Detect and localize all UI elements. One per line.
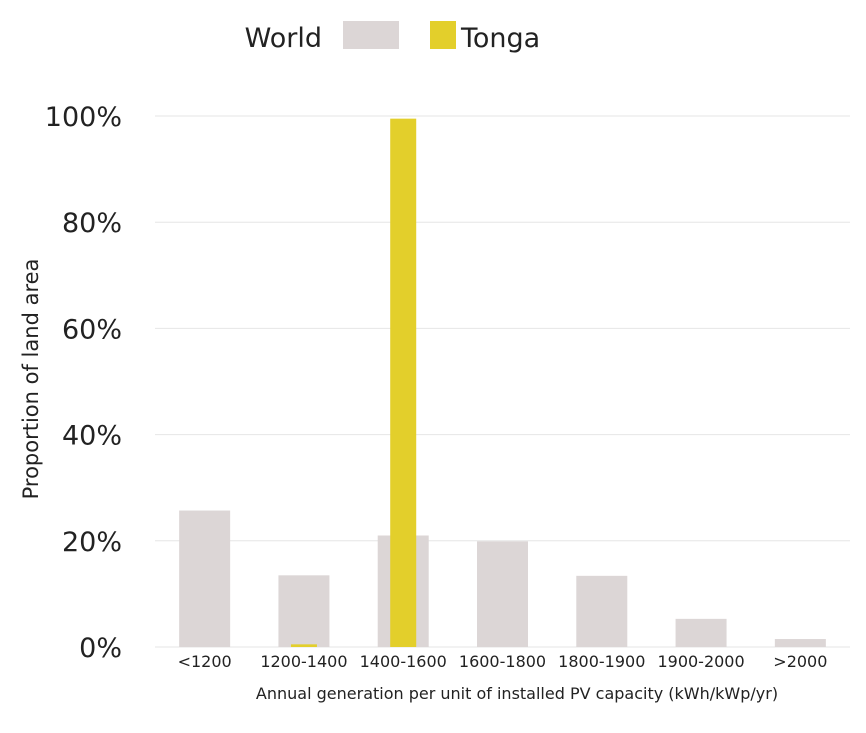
bar-world [675,618,727,647]
legend-label-tonga: Tonga [460,23,540,54]
legend-swatch-world [343,21,399,49]
bar-world [179,510,231,647]
y-axis-ticks: 0% 20% 40% 60% 80% 100% [45,102,122,664]
y-tick-label: 20% [62,527,122,558]
y-tick-label: 80% [62,208,122,239]
bar-world [774,639,826,647]
y-tick-label: 100% [45,102,122,133]
bar-world [576,575,628,647]
bar-tonga [390,118,417,647]
x-axis-ticks: <1200 1200-1400 1400-1600 1600-1800 1800-190… [178,652,828,671]
x-tick-label: <1200 [178,652,232,671]
bar-tonga [290,644,317,647]
bar-world [278,575,330,647]
bar-world [477,541,528,647]
gridlines [155,115,850,648]
y-axis-title: Proportion of land area [19,259,43,500]
x-tick-label: 1400-1600 [360,652,447,671]
x-tick-label: 1200-1400 [260,652,347,671]
x-tick-label: >2000 [773,652,827,671]
x-tick-label: 1600-1800 [459,652,546,671]
y-tick-label: 40% [62,421,122,452]
x-axis-title: Annual generation per unit of installed … [256,684,778,703]
x-tick-label: 1800-1900 [558,652,645,671]
x-tick-label: 1900-2000 [657,652,744,671]
legend-swatch-tonga [430,21,456,49]
bars [179,118,826,647]
legend: World Tonga [245,21,540,54]
legend-label-world: World [245,23,322,54]
y-tick-label: 0% [79,633,122,664]
y-tick-label: 60% [62,314,122,345]
